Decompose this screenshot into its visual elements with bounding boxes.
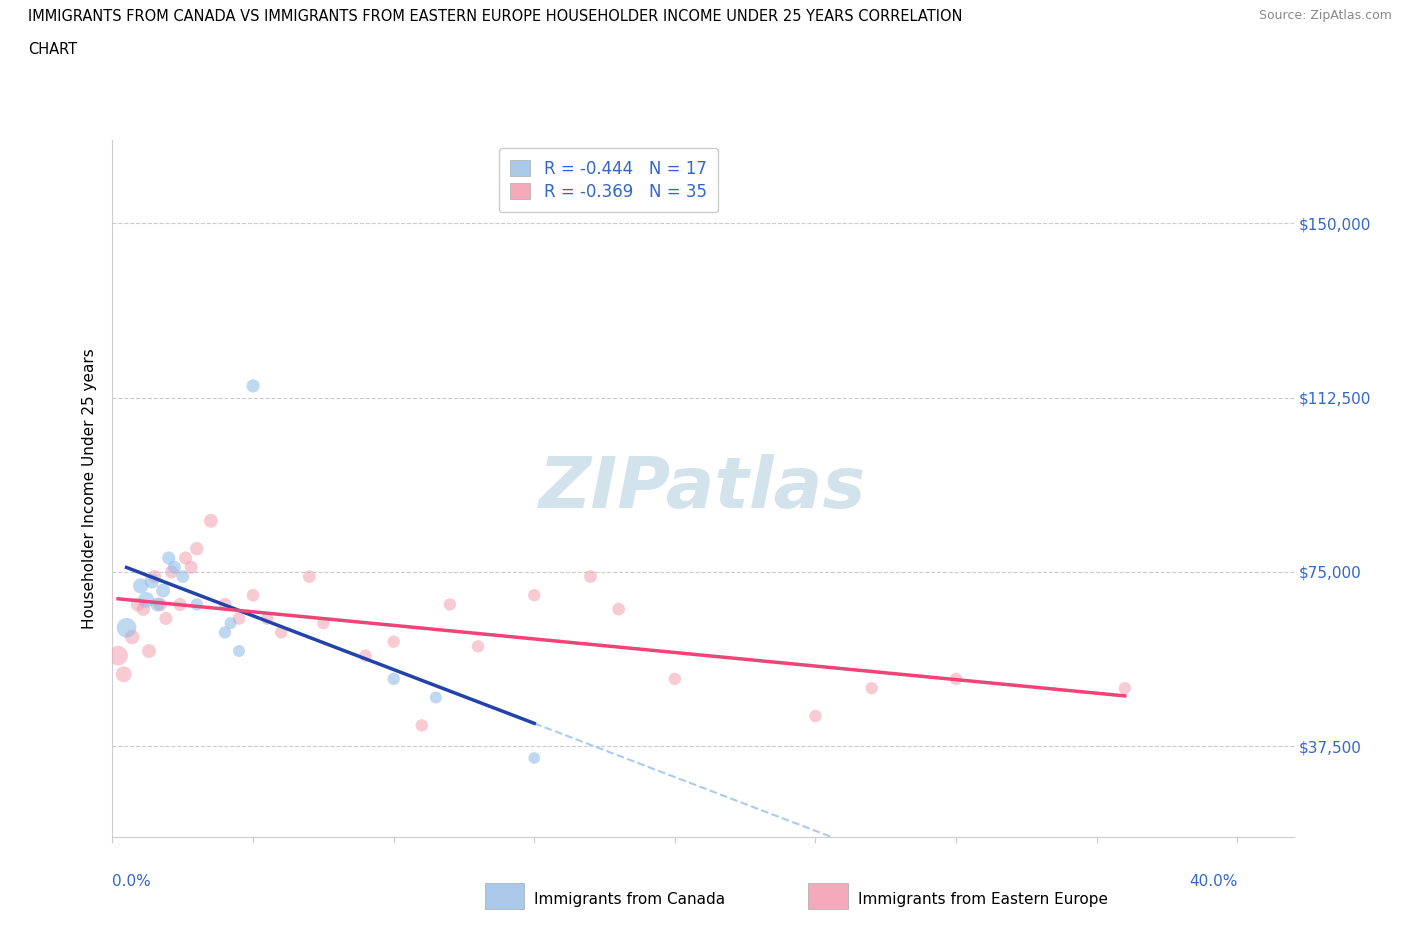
Text: 40.0%: 40.0% bbox=[1189, 874, 1237, 889]
Point bbox=[270, 625, 292, 640]
Point bbox=[163, 560, 186, 575]
Point bbox=[157, 551, 180, 565]
Text: IMMIGRANTS FROM CANADA VS IMMIGRANTS FROM EASTERN EUROPE HOUSEHOLDER INCOME UNDE: IMMIGRANTS FROM CANADA VS IMMIGRANTS FRO… bbox=[28, 9, 963, 24]
Point bbox=[214, 625, 236, 640]
Point bbox=[146, 597, 169, 612]
Text: Immigrants from Canada: Immigrants from Canada bbox=[534, 892, 725, 907]
Text: Source: ZipAtlas.com: Source: ZipAtlas.com bbox=[1258, 9, 1392, 22]
Point bbox=[579, 569, 602, 584]
Point bbox=[155, 611, 177, 626]
Point bbox=[312, 616, 335, 631]
Point bbox=[107, 648, 129, 663]
Point bbox=[860, 681, 883, 696]
Point bbox=[149, 597, 172, 612]
Point bbox=[132, 602, 155, 617]
Point bbox=[214, 597, 236, 612]
Point bbox=[172, 569, 194, 584]
Point bbox=[160, 565, 183, 579]
Point bbox=[129, 578, 152, 593]
Point bbox=[152, 583, 174, 598]
Point bbox=[112, 667, 135, 682]
Point bbox=[242, 379, 264, 393]
Text: ZIPatlas: ZIPatlas bbox=[540, 454, 866, 523]
Point bbox=[143, 569, 166, 584]
Legend: R = -0.444   N = 17, R = -0.369   N = 35: R = -0.444 N = 17, R = -0.369 N = 35 bbox=[499, 148, 718, 212]
Point bbox=[219, 616, 242, 631]
Point bbox=[804, 709, 827, 724]
Point bbox=[242, 588, 264, 603]
Point bbox=[200, 513, 222, 528]
Point bbox=[382, 671, 405, 686]
Point bbox=[127, 597, 149, 612]
Point bbox=[425, 690, 447, 705]
Point bbox=[382, 634, 405, 649]
Point bbox=[298, 569, 321, 584]
Point bbox=[228, 644, 250, 658]
Point bbox=[138, 644, 160, 658]
Point bbox=[228, 611, 250, 626]
Point bbox=[523, 588, 546, 603]
Point bbox=[135, 592, 157, 607]
Point bbox=[523, 751, 546, 765]
Point bbox=[411, 718, 433, 733]
Point bbox=[439, 597, 461, 612]
Point bbox=[186, 541, 208, 556]
Point bbox=[121, 630, 143, 644]
Text: CHART: CHART bbox=[28, 42, 77, 57]
Point bbox=[256, 611, 278, 626]
Point bbox=[141, 574, 163, 589]
Point bbox=[1114, 681, 1136, 696]
Point bbox=[945, 671, 967, 686]
Point bbox=[354, 648, 377, 663]
Point bbox=[169, 597, 191, 612]
Text: Immigrants from Eastern Europe: Immigrants from Eastern Europe bbox=[858, 892, 1108, 907]
Point bbox=[115, 620, 138, 635]
Point bbox=[180, 560, 202, 575]
Y-axis label: Householder Income Under 25 years: Householder Income Under 25 years bbox=[82, 348, 97, 629]
Point bbox=[607, 602, 630, 617]
Text: 0.0%: 0.0% bbox=[112, 874, 152, 889]
Point bbox=[467, 639, 489, 654]
Point bbox=[186, 597, 208, 612]
Point bbox=[664, 671, 686, 686]
Point bbox=[174, 551, 197, 565]
